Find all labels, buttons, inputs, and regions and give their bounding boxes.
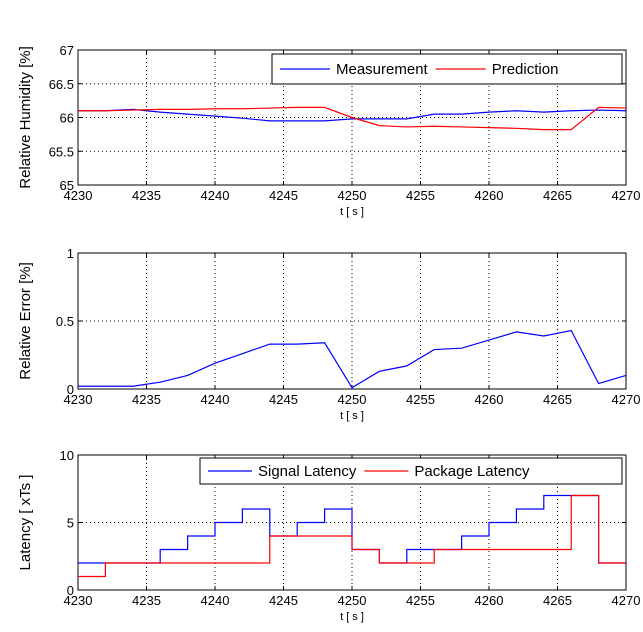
x-tick-label: 4255	[406, 188, 435, 203]
x-tick-label: 4250	[338, 188, 367, 203]
y-tick-label: 65	[60, 178, 74, 193]
x-tick-label: 4250	[338, 392, 367, 407]
x-tick-label: 4270	[612, 188, 641, 203]
x-tick-label: 4240	[201, 188, 230, 203]
chart-panel-1: 4230 4235 4240 4245 4250 4255 4260 4265 4270 65 65…	[17, 43, 640, 218]
chart-panel-3: 4230 4235 4240 4245 4250 4255 4260 4265 4270 0 5 10…	[17, 448, 640, 623]
x-axis-label: t [ s ]	[340, 410, 364, 422]
y-tick-label: 5	[67, 516, 74, 531]
legend: Signal Latency Package Latency	[199, 457, 623, 485]
x-tick-label: 4265	[543, 392, 572, 407]
x-tick-label: 4255	[406, 593, 435, 608]
y-axis-label: Relative Humidity [%]	[17, 46, 34, 189]
x-tick-label: 4245	[269, 188, 298, 203]
x-tick-label: 4270	[612, 593, 641, 608]
x-tick-label: 4235	[132, 392, 161, 407]
legend-label: Signal Latency	[258, 463, 357, 480]
x-tick-label: 4235	[132, 593, 161, 608]
series-line-signal-latency	[78, 494, 626, 564]
x-tick-label: 4230	[64, 392, 93, 407]
y-tick-label: 10	[60, 448, 74, 463]
chart-panel-2: 4230 4235 4240 4245 4250 4255 4260 4265 4270 0 0.5…	[17, 246, 640, 422]
series-line-prediction	[78, 106, 627, 131]
legend-label: Prediction	[492, 61, 559, 78]
legend-box	[199, 457, 623, 485]
x-tick-label: 4240	[201, 392, 230, 407]
series-line-package-latency	[78, 494, 626, 578]
y-tick-label: 0	[67, 382, 74, 397]
legend-label: Package Latency	[414, 463, 530, 480]
y-tick-label: 0	[67, 583, 74, 598]
series-line-relative-error	[78, 329, 627, 389]
x-tick-label: 4235	[132, 188, 161, 203]
y-axis-label: Latency [ xTs ]	[17, 475, 34, 571]
y-tick-label: 66.5	[49, 77, 74, 92]
y-tick-label: 67	[60, 43, 74, 58]
x-tick-label: 4250	[338, 593, 367, 608]
y-tick-label: 0.5	[56, 314, 74, 329]
x-tick-label: 4260	[475, 392, 504, 407]
x-tick-label: 4245	[269, 593, 298, 608]
x-tick-label: 4230	[64, 188, 93, 203]
legend: Measurement Prediction	[271, 53, 623, 85]
y-tick-label: 1	[67, 246, 74, 261]
x-tick-label: 4230	[64, 593, 93, 608]
series-line-measurement	[78, 108, 627, 122]
x-axis-label: t [ s ]	[340, 611, 364, 623]
x-tick-label: 4240	[201, 593, 230, 608]
x-tick-label: 4265	[543, 593, 572, 608]
x-tick-label: 4260	[475, 593, 504, 608]
x-axis-label: t [ s ]	[340, 206, 364, 218]
x-tick-label: 4245	[269, 392, 298, 407]
x-tick-label: 4265	[543, 188, 572, 203]
x-tick-label: 4260	[475, 188, 504, 203]
legend-label: Measurement	[336, 61, 429, 78]
y-axis-label: Relative Error [%]	[17, 262, 34, 380]
x-tick-label: 4255	[406, 392, 435, 407]
x-tick-label: 4270	[612, 392, 641, 407]
y-tick-label: 66	[60, 111, 74, 126]
y-tick-label: 65.5	[49, 144, 74, 159]
